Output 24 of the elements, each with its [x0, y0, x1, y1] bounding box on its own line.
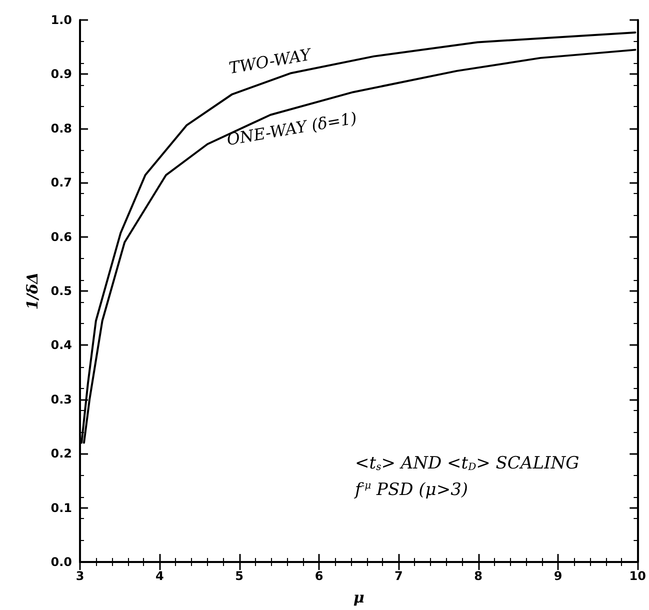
y-tick-label: 0.4 — [50, 338, 72, 352]
x-tick-label: 10 — [629, 569, 646, 583]
x-tick-label: 8 — [474, 569, 482, 583]
annotation: <ts> AND <tD> SCALING — [355, 454, 580, 474]
y-tick-label: 0.7 — [50, 176, 72, 190]
text: ONE-WAY (δ=1) — [225, 108, 358, 150]
y-tick-label: 0.2 — [50, 446, 72, 461]
text: TWO-WAY — [228, 44, 314, 78]
x-tick-label: 3 — [76, 569, 84, 583]
y-tick-label: 1.0 — [50, 13, 72, 27]
y-tick-label: 0.8 — [50, 121, 72, 136]
x-axis-title: μ — [353, 588, 364, 606]
y-tick-label: 0.6 — [50, 230, 72, 244]
x-tick-label: 5 — [235, 569, 244, 583]
y-tick-label: 0.9 — [50, 67, 72, 82]
x-tick-label: 6 — [314, 569, 324, 583]
y-tick-label: 0.0 — [50, 555, 72, 569]
x-tick-label: 7 — [394, 569, 403, 583]
x-tick-label: 4 — [155, 569, 164, 583]
y-axis-title: 1/δΔ — [23, 272, 42, 310]
x-tick-label: 9 — [554, 569, 562, 583]
y-tick-label: 0.5 — [50, 284, 72, 298]
y-tick-label: 0.1 — [50, 500, 72, 515]
y-tick-label: 0.3 — [50, 392, 72, 406]
